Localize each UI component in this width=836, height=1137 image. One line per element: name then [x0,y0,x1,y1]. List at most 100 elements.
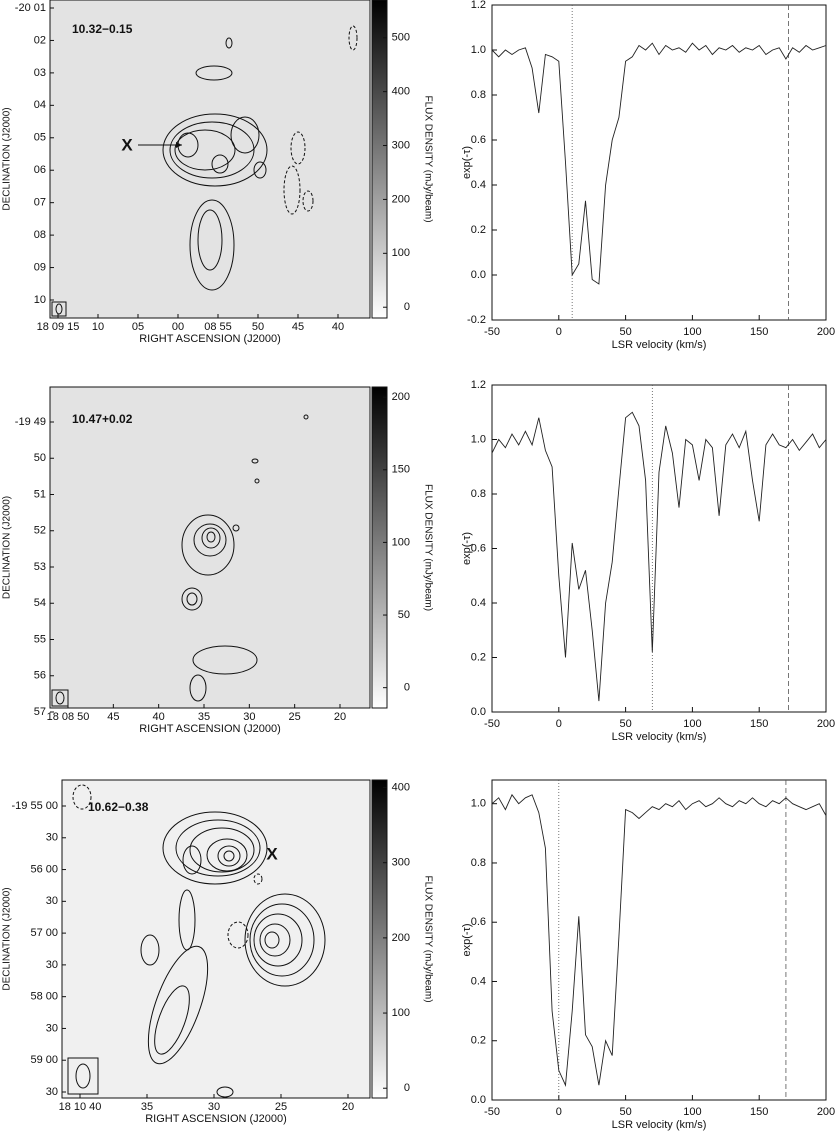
contour [290,131,306,165]
beam-box [51,689,69,707]
y-axis-label: exp(-τ) [461,532,473,565]
contour [140,934,160,966]
y-tick-label: 0.4 [471,597,486,609]
beam [55,303,63,315]
x-axis-label: RIGHT ASCENSION (J2000) [145,1113,287,1125]
x-tick-label: 18 08 50 [47,711,90,723]
colorbar-tick-label: 300 [392,139,410,151]
x-tick-label: 150 [750,1106,768,1118]
x-tick-label: 40 [153,711,165,723]
contour [227,921,249,949]
contour [162,811,268,885]
x-tick-label: 0 [556,718,562,730]
x-tick-label: 100 [683,718,701,730]
annotation: X [266,844,278,863]
x-tick-label: 200 [817,326,835,338]
y-tick-label: 57 [34,706,46,718]
y-tick-label: 55 [34,633,46,645]
map-frame [49,386,371,709]
x-tick-label: -50 [484,326,500,338]
colorbar-label: FLUX DENSITY (mJy/beam) [422,875,433,1002]
contour [174,129,236,171]
y-tick-label: 30 [46,895,58,907]
x-tick-label: 150 [750,718,768,730]
x-tick-label: 00 [172,321,184,333]
y-tick-label: -20 01 [15,2,46,14]
x-axis-label: RIGHT ASCENSION (J2000) [139,333,281,345]
y-tick-label: 0.0 [471,706,486,718]
x-tick-label: 35 [198,711,210,723]
colorbar-tick-label: 0 [404,301,410,313]
y-tick-label: 0.6 [471,542,486,554]
contour [216,1086,234,1098]
x-tick-label: 0 [556,326,562,338]
colorbar-label: FLUX DENSITY (mJy/beam) [422,95,433,222]
y-tick-label: 09 [34,261,46,273]
map-background [62,780,370,1098]
y-tick-label: 02 [34,34,46,46]
y-tick-label: 0.2 [471,651,486,663]
x-tick-label: 50 [252,321,264,333]
contour [230,116,260,154]
spectrum-line [491,793,827,1087]
y-tick-label: 0.6 [471,134,486,146]
contour [193,523,227,557]
y-tick-label: 08 [34,229,46,241]
y-tick-label: 56 [34,670,46,682]
beam [55,691,65,705]
contour [186,592,198,606]
y-tick-label: 0.8 [471,857,486,869]
x-tick-label: 200 [817,1106,835,1118]
annotation: X [121,135,133,154]
y-tick-label: -19 49 [15,416,46,428]
y-tick-label: 50 [34,452,46,464]
y-tick-label: 30 [46,1022,58,1034]
y-tick-label: 54 [34,597,46,609]
colorbar-label: FLUX DENSITY (mJy/beam) [422,484,433,611]
plot-frame [491,4,827,321]
colorbar-tick-label: 0 [404,682,410,694]
contour [182,845,202,875]
y-tick-label: 53 [34,561,46,573]
x-tick-label: 25 [289,711,301,723]
contour [189,827,255,873]
contour [189,199,235,291]
plot-frame [491,779,827,1101]
colorbar-tick-label: 100 [392,1007,410,1019]
contour [303,414,309,420]
y-tick-label: 51 [34,488,46,500]
contour [178,889,196,951]
colorbar [371,0,388,319]
spectrum-line [491,411,827,702]
y-tick-label: 30 [46,959,58,971]
map-title: 10.32−0.15 [72,22,133,36]
contour [217,845,241,867]
arrowhead [176,142,182,148]
y-tick-label: 59 00 [30,1054,58,1066]
colorbar-tick-label: 150 [392,464,410,476]
x-tick-label: 05 [132,321,144,333]
y-tick-label: 05 [34,132,46,144]
colorbar-tick-label: 100 [392,247,410,259]
contour [283,165,301,215]
contour [223,850,235,862]
colorbar-tick-label: 500 [392,32,410,44]
x-axis-label: LSR velocity (km/s) [612,1119,707,1131]
y-tick-label: 03 [34,67,46,79]
contours [162,25,358,291]
colorbar-tick-label: 200 [392,391,410,403]
y-tick-label: 0.8 [471,488,486,500]
contour [211,154,229,174]
y-axis-label: exp(-τ) [461,923,473,956]
y-tick-label: 58 00 [30,991,58,1003]
colorbar-tick-label: 300 [392,857,410,869]
map-frame [49,0,371,319]
y-axis-label: DECLINATION (J2000) [2,496,13,599]
colorbar-tick-label: 200 [392,932,410,944]
colorbar-tick-label: 400 [392,781,410,793]
y-tick-label: 0.2 [471,1035,486,1047]
x-tick-label: 25 [275,1101,287,1113]
colorbar-tick-label: 100 [392,536,410,548]
y-axis-label: DECLINATION (J2000) [2,887,13,990]
